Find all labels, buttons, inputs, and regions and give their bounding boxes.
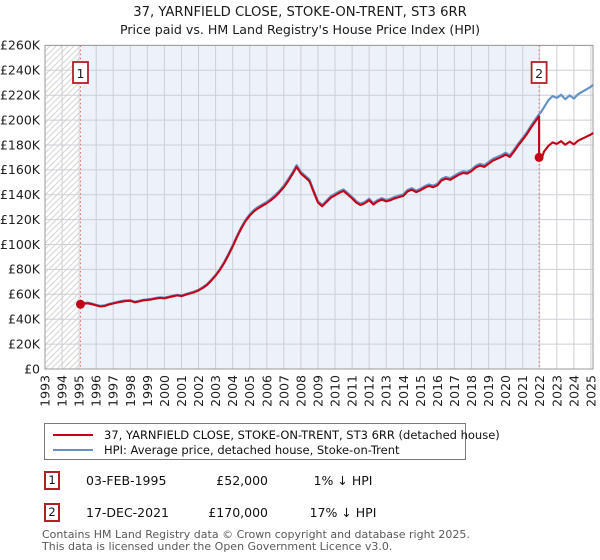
svg-text:2021: 2021	[515, 375, 530, 407]
sale-1-marker-box: 1	[72, 61, 89, 84]
svg-text:£260K: £260K	[0, 38, 41, 53]
svg-text:2022: 2022	[532, 375, 547, 407]
svg-text:1994: 1994	[55, 375, 70, 407]
svg-text:2010: 2010	[328, 375, 343, 407]
svg-text:2006: 2006	[259, 375, 274, 407]
sale-1-number-box: 1	[44, 470, 60, 490]
sale-2-marker-box: 2	[530, 61, 548, 84]
svg-text:£200K: £200K	[0, 112, 41, 127]
svg-text:2016: 2016	[430, 375, 445, 407]
sale-2-price: £170,000	[208, 504, 268, 520]
svg-text:£220K: £220K	[0, 88, 41, 103]
svg-text:2014: 2014	[396, 375, 411, 407]
svg-text:2000: 2000	[157, 375, 172, 407]
y-axis-labels: £0 £20K £40K £60K £80K £100K £120K £140K £160K £1…	[0, 38, 41, 377]
license-footer: Contains HM Land Registry data © Crown c…	[42, 529, 470, 552]
svg-text:£60K: £60K	[8, 287, 41, 302]
svg-text:2011: 2011	[345, 375, 360, 407]
svg-text:2024: 2024	[566, 375, 581, 407]
property-line-sample	[53, 433, 93, 436]
svg-text:£120K: £120K	[0, 212, 41, 227]
hpi-line-sample	[53, 448, 93, 451]
svg-text:£160K: £160K	[0, 162, 41, 177]
svg-text:£20K: £20K	[8, 336, 41, 351]
svg-text:2012: 2012	[362, 375, 377, 407]
x-axis-labels: 1993 1994 1995 1996 1997 1998 1999 2000 2001 2002…	[38, 375, 599, 407]
legend-label-hpi: HPI: Average price, detached house, Stok…	[104, 442, 400, 457]
sale-annotation-row-1: 1 03-FEB-1995 £52,000 1% ↓ HPI	[0, 470, 600, 490]
svg-text:2001: 2001	[174, 375, 189, 407]
svg-text:2013: 2013	[379, 375, 394, 407]
svg-text:£0: £0	[24, 361, 40, 376]
svg-text:£240K: £240K	[0, 63, 41, 78]
svg-text:2004: 2004	[225, 375, 240, 407]
sale-1-date: 03-FEB-1995	[86, 472, 167, 488]
svg-text:£40K: £40K	[8, 312, 41, 327]
sale-1-hpi-note: 1% ↓ HPI	[313, 472, 373, 488]
svg-text:2009: 2009	[311, 375, 326, 407]
sale-annotation-row-2: 2 17-DEC-2021 £170,000 17% ↓ HPI	[0, 502, 600, 522]
svg-text:1995: 1995	[72, 375, 87, 407]
svg-text:£80K: £80K	[8, 262, 41, 277]
legend-row-hpi: HPI: Average price, detached house, Stok…	[53, 442, 465, 457]
svg-text:£100K: £100K	[0, 237, 41, 252]
svg-text:2005: 2005	[242, 375, 257, 407]
svg-text:1999: 1999	[140, 375, 155, 407]
svg-text:2: 2	[535, 66, 543, 81]
ownership-shaded-region	[80, 45, 540, 370]
svg-text:2002: 2002	[191, 375, 206, 407]
gridlines	[44, 44, 593, 370]
svg-text:2025: 2025	[583, 375, 598, 407]
svg-text:£140K: £140K	[0, 187, 41, 202]
svg-text:1993: 1993	[38, 375, 53, 407]
sale-2-hpi-note: 17% ↓ HPI	[309, 504, 377, 520]
footer-line-2: This data is licensed under the Open Gov…	[42, 539, 393, 553]
svg-text:1998: 1998	[123, 375, 138, 407]
svg-text:2008: 2008	[293, 375, 308, 407]
page-title: 37, YARNFIELD CLOSE, STOKE-ON-TRENT, ST3…	[133, 5, 467, 20]
svg-text:2018: 2018	[464, 375, 479, 407]
svg-text:£180K: £180K	[0, 137, 41, 152]
svg-text:2007: 2007	[276, 375, 291, 407]
plot-border	[44, 44, 594, 370]
price-history-chart: 1 2 £0 £20K £40K £60K £80K £100K £120K £140K £160K…	[0, 38, 599, 407]
svg-text:1: 1	[77, 66, 85, 81]
sale-2-date: 17-DEC-2021	[86, 504, 169, 520]
svg-text:2003: 2003	[208, 375, 223, 407]
svg-text:2015: 2015	[413, 375, 428, 407]
legend-row-property: 37, YARNFIELD CLOSE, STOKE-ON-TRENT, ST3…	[53, 427, 500, 442]
svg-text:2017: 2017	[447, 375, 462, 407]
page-subtitle: Price paid vs. HM Land Registry's House …	[119, 22, 481, 37]
sale-1-point	[76, 299, 85, 309]
chart-legend: 37, YARNFIELD CLOSE, STOKE-ON-TRENT, ST3…	[44, 423, 500, 460]
sale-2-number-box: 2	[44, 502, 60, 522]
sale-1-price: £52,000	[216, 472, 268, 488]
svg-text:2023: 2023	[549, 375, 564, 407]
sale-2-point	[534, 152, 544, 162]
footer-line-1: Contains HM Land Registry data © Crown c…	[42, 528, 470, 541]
legend-label-property: 37, YARNFIELD CLOSE, STOKE-ON-TRENT, ST3…	[104, 427, 500, 442]
svg-text:2020: 2020	[498, 375, 513, 407]
svg-text:1997: 1997	[106, 375, 121, 407]
svg-text:2019: 2019	[481, 375, 496, 407]
pre-1995-hatched-region	[45, 45, 81, 370]
svg-text:1996: 1996	[89, 375, 104, 407]
property-price-line	[79, 115, 594, 308]
